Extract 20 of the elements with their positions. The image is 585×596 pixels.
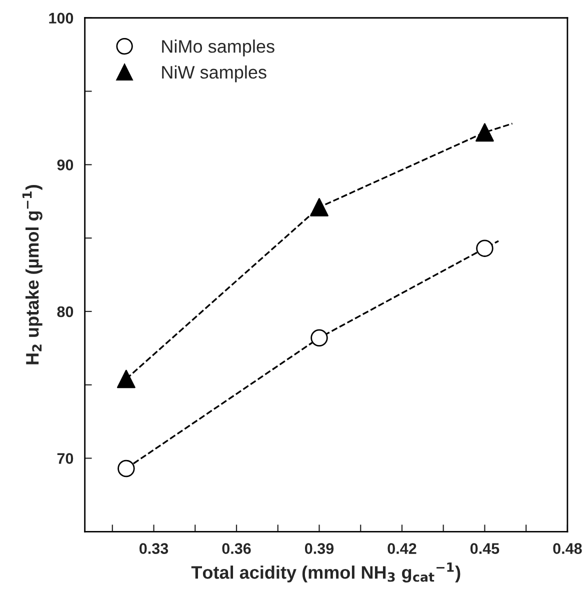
point bbox=[476, 123, 494, 142]
y-tick-label: 90 bbox=[57, 160, 74, 170]
legend-label: NiMo samples bbox=[162, 40, 274, 56]
x-tick-label: 0.42 bbox=[388, 543, 416, 554]
point bbox=[116, 370, 136, 388]
x-tick-label: 0.39 bbox=[304, 543, 334, 554]
x-axis-title: Total acidity (mmol NH$_{3}$ g$_{cat}$$^{−1}$) bbox=[191, 562, 460, 582]
x-tick-label: 0.33 bbox=[140, 543, 168, 554]
point bbox=[118, 460, 135, 478]
y-tick-label: 70 bbox=[57, 453, 74, 464]
point bbox=[310, 198, 328, 216]
y-axis-title: H$_{2}$ uptake (µmol g$^{−1}$) bbox=[22, 185, 42, 364]
x-tick-label: 0.45 bbox=[470, 543, 500, 554]
y-tick-label: 80 bbox=[57, 306, 74, 318]
x-tick-label: 0.36 bbox=[222, 543, 251, 554]
point bbox=[476, 240, 494, 257]
point bbox=[310, 329, 328, 346]
y-tick-label: 100 bbox=[49, 12, 74, 24]
x-tick-label: 0.48 bbox=[553, 543, 582, 554]
legend-label: NiW samples bbox=[162, 65, 266, 82]
